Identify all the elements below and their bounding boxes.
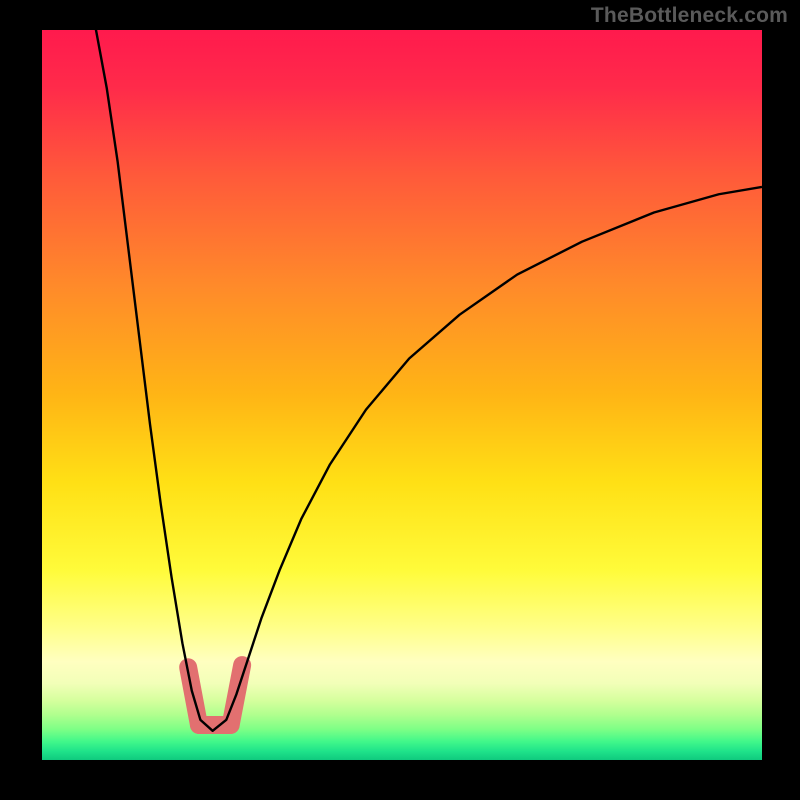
gradient-background	[42, 30, 762, 760]
watermark-text: TheBottleneck.com	[591, 4, 788, 28]
plot-svg	[42, 30, 762, 760]
chart-container: TheBottleneck.com	[0, 0, 800, 800]
plot-area	[42, 30, 762, 760]
